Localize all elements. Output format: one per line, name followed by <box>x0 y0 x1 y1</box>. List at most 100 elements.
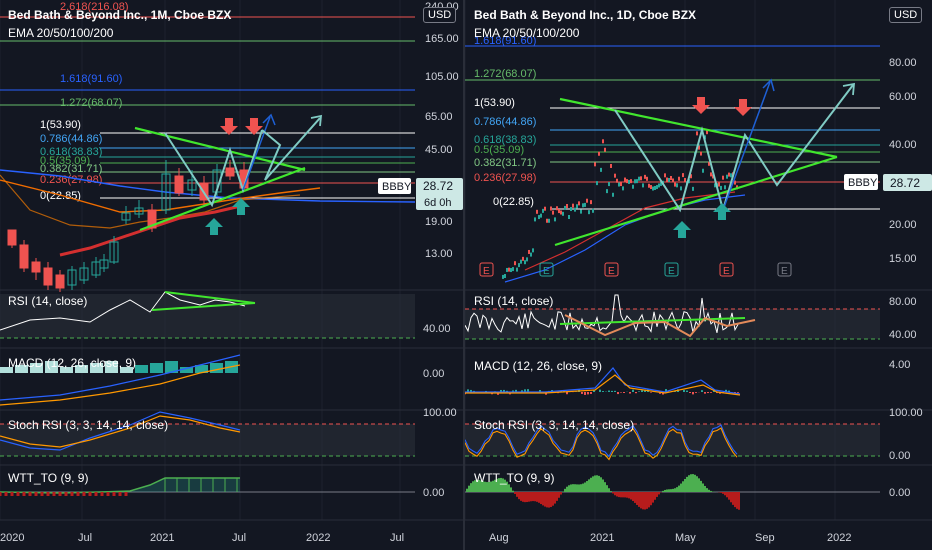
candle-body <box>109 241 119 263</box>
earnings-marker-label: E <box>608 266 615 277</box>
fib-label: 0.618(38.83) <box>474 134 536 146</box>
bar-countdown: 6d 0h <box>424 197 452 209</box>
projection-blue-path <box>722 81 771 211</box>
wtt-axis-label: 0.00 <box>423 487 444 499</box>
candle-body <box>7 229 17 246</box>
macd-histogram-bar <box>45 361 58 373</box>
macd-line <box>0 354 241 401</box>
price-axis-label: 165.00 <box>425 33 459 45</box>
candle-body <box>55 274 65 289</box>
daily-chart-canvas[interactable]: 1.618(91.60) 1.272(68.07) 1(53.90) 0.786(44… <box>465 0 932 550</box>
fib-label: 2.618(216.08) <box>60 1 129 13</box>
fib-label: 1.272(68.07) <box>474 68 536 80</box>
stoch-k-line <box>0 411 241 451</box>
wtt-legend: WTT_TO (9, 9) <box>474 471 555 485</box>
macd-histogram-bar <box>195 365 208 373</box>
sell-arrow-icon <box>692 97 710 114</box>
macd-histogram-bar <box>0 367 13 373</box>
ema-50-line <box>0 174 301 229</box>
wtt-legend: WTT_TO (9, 9) <box>8 471 89 485</box>
macd-histogram-bar <box>30 363 43 373</box>
price-axis-label: 20.00 <box>889 219 917 231</box>
fib-label: 0.382(31.71) <box>40 163 102 175</box>
wtt-area <box>130 478 240 492</box>
macd-histogram-bar <box>105 361 118 373</box>
earnings-marker-label: E <box>668 266 675 277</box>
rsi-axis-label: 80.00 <box>889 296 917 308</box>
time-axis-label: Sep <box>755 532 775 544</box>
fib-label: 1.618(91.60) <box>60 73 122 85</box>
earnings-marker <box>604 262 619 277</box>
sell-arrow-icon <box>245 118 263 135</box>
fib-label: 0.382(31.71) <box>474 157 536 169</box>
chart-panel-daily[interactable]: 1.618(91.60) 1.272(68.07) 1(53.90) 0.786(44… <box>465 0 932 550</box>
currency-badge[interactable]: USD <box>423 7 457 23</box>
projection-arrowhead <box>262 113 276 126</box>
ticker-tag-bg <box>844 174 878 190</box>
price-axis-label: 80.00 <box>889 57 917 69</box>
buy-arrow-icon <box>713 203 731 220</box>
fib-label: 0.786(44.86) <box>474 116 536 128</box>
wtt-axis-label: 0.00 <box>889 487 910 499</box>
price-axis-label: 40.00 <box>889 139 917 151</box>
candle-body <box>99 259 109 269</box>
projection-path <box>164 129 263 208</box>
time-axis-label: 2021 <box>150 532 174 544</box>
ticker-tag: BBBY <box>848 177 878 189</box>
earnings-marker-label: E <box>483 266 490 277</box>
sell-arrow-icon <box>734 99 752 116</box>
currency-badge[interactable]: USD <box>889 7 923 23</box>
last-price-tag: 28.72 <box>890 176 920 190</box>
ticker-tag-bg <box>378 178 411 194</box>
rsi-axis-label: 40.00 <box>889 329 917 341</box>
monthly-chart-canvas[interactable]: 2.618(216.08) 1.618(91.60) 1.272(68.07) 1(5… <box>0 0 463 550</box>
rsi-legend: RSI (14, close) <box>8 294 88 308</box>
buy-arrow-icon <box>673 221 691 238</box>
fib-label: 0.236(27.98) <box>40 174 102 186</box>
ema-100-line <box>524 191 736 271</box>
time-axis-label: Jul <box>390 532 404 544</box>
projection-arrowhead <box>762 78 775 92</box>
rsi-legend: RSI (14, close) <box>474 294 554 308</box>
chart-title: Bed Bath & Beyond Inc., 1D, Cboe BZX <box>474 8 697 22</box>
price-axis-label: 19.00 <box>425 216 453 228</box>
price-tag-bg <box>416 178 463 210</box>
macd-histogram-bar <box>150 363 163 373</box>
macd-line <box>465 367 741 395</box>
fib-label: 0.5(35.09) <box>474 144 524 156</box>
stoch-d-line <box>465 427 738 461</box>
projection-arrowhead <box>310 114 323 127</box>
projection-blue-path <box>242 116 271 191</box>
candle-body <box>147 209 157 229</box>
signal-line <box>0 364 241 406</box>
macd-histogram-bar <box>120 367 133 373</box>
earnings-marker-label: E <box>543 266 550 277</box>
candle-body <box>31 261 41 273</box>
fib-label: 0.786(44.86) <box>40 133 102 145</box>
panel-divider[interactable] <box>463 0 465 550</box>
earnings-marker-label: E <box>723 266 730 277</box>
support-trendline <box>139 166 306 232</box>
fib-label: 1(53.90) <box>40 119 81 131</box>
macd-histogram-bar <box>165 361 178 373</box>
resistance-trendline <box>134 126 306 172</box>
support-trendline <box>554 155 838 247</box>
price-axis-label: 45.00 <box>425 144 453 156</box>
price-axis-label: 60.00 <box>889 91 917 103</box>
macd-histogram-bar <box>75 365 88 373</box>
time-axis-label: Jul <box>232 532 246 544</box>
price-axis-label: 105.00 <box>425 71 459 83</box>
time-axis-label: 2020 <box>0 532 24 544</box>
projection-arrowhead <box>842 82 856 96</box>
candle-body <box>19 244 29 269</box>
rsi-axis-label: 40.00 <box>423 323 451 335</box>
chart-panel-monthly[interactable]: 2.618(216.08) 1.618(91.60) 1.272(68.07) 1(5… <box>0 0 463 550</box>
candle-body <box>121 212 131 221</box>
stoch-d-line <box>0 415 241 448</box>
candle-body <box>79 267 89 281</box>
rsi-band <box>0 294 415 338</box>
candle-body <box>187 179 197 191</box>
time-axis-label: Aug <box>489 532 509 544</box>
stoch-axis-label: 100.00 <box>423 407 457 419</box>
ema-legend: EMA 20/50/100/200 <box>474 26 580 40</box>
